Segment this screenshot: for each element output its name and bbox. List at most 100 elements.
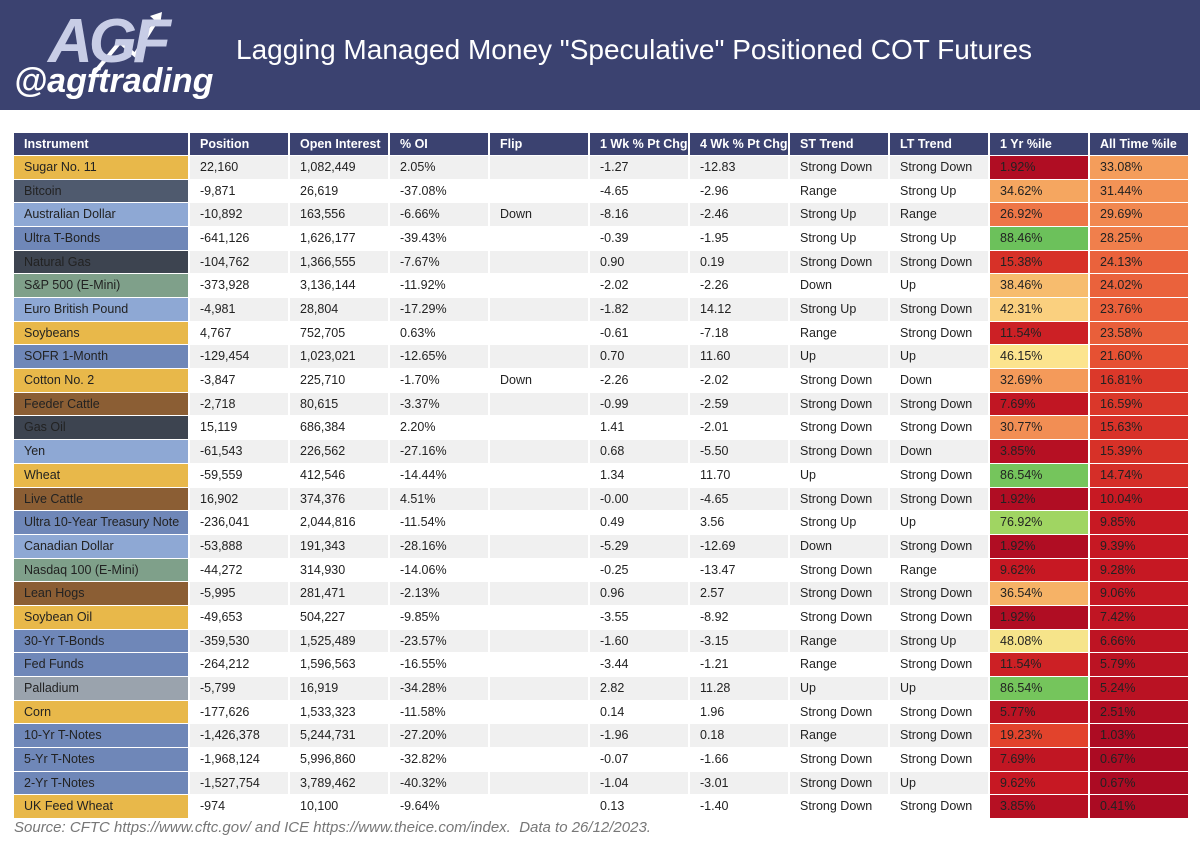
table-cell: 281,471 <box>290 582 388 605</box>
instrument-cell: Ultra 10-Year Treasury Note <box>14 511 188 534</box>
column-header: % OI <box>390 133 488 155</box>
table-cell: 2.82 <box>590 676 688 700</box>
table-cell: 314,930 <box>290 558 388 582</box>
table-cell: 7.42% <box>1090 605 1188 629</box>
table-cell: 16.81% <box>1090 369 1188 392</box>
table-cell: -641,126 <box>190 227 288 250</box>
table-cell: Range <box>790 724 888 747</box>
table-cell: 1.92% <box>990 534 1088 558</box>
table-cell: 1.92% <box>990 156 1088 179</box>
table-cell: Up <box>890 511 988 534</box>
table-cell: 5.79% <box>1090 653 1188 676</box>
table-cell: -2.26 <box>590 369 688 392</box>
table-cell: 3.85% <box>990 440 1088 463</box>
table-cell <box>490 179 588 203</box>
table-cell: Down <box>790 274 888 298</box>
table-cell: Strong Down <box>890 582 988 605</box>
table-cell: -5.50 <box>690 440 788 463</box>
instrument-cell: 10-Yr T-Notes <box>14 724 188 747</box>
instrument-cell: Canadian Dollar <box>14 534 188 558</box>
table-cell: 1.03% <box>1090 724 1188 747</box>
table-cell: -0.00 <box>590 487 688 511</box>
table-cell: Strong Down <box>790 700 888 724</box>
instrument-cell: S&P 500 (E-Mini) <box>14 274 188 298</box>
table-cell: -16.55% <box>390 653 488 676</box>
table-cell <box>490 653 588 676</box>
instrument-cell: 5-Yr T-Notes <box>14 748 188 771</box>
instrument-cell: Sugar No. 11 <box>14 156 188 179</box>
table-cell: -2.02 <box>690 369 788 392</box>
table-cell: 191,343 <box>290 534 388 558</box>
table-cell: Strong Down <box>790 440 888 463</box>
column-header: ST Trend <box>790 133 888 155</box>
table-cell: 11.60 <box>690 345 788 369</box>
table-cell: 48.08% <box>990 629 1088 653</box>
table-cell: 26,619 <box>290 179 388 203</box>
table-cell: 163,556 <box>290 203 388 227</box>
table-cell: -3.15 <box>690 629 788 653</box>
table-cell: 1.34 <box>590 463 688 487</box>
table-cell: Strong Down <box>890 534 988 558</box>
table-cell: -8.16 <box>590 203 688 227</box>
table-cell: -104,762 <box>190 250 288 274</box>
table-cell: -23.57% <box>390 629 488 653</box>
instrument-cell: Feeder Cattle <box>14 392 188 416</box>
logo-mark: AGF <box>48 7 171 76</box>
table-cell: -0.61 <box>590 321 688 345</box>
table-cell: -177,626 <box>190 700 288 724</box>
table-cell <box>490 771 588 795</box>
table-cell: -5,799 <box>190 676 288 700</box>
column-header: 4 Wk % Pt Chg <box>690 133 788 155</box>
table-cell <box>490 511 588 534</box>
column-header: Flip <box>490 133 588 155</box>
table-cell: -59,559 <box>190 463 288 487</box>
table-cell: 9.39% <box>1090 534 1188 558</box>
table-cell: -61,543 <box>190 440 288 463</box>
table-cell: 15.63% <box>1090 416 1188 440</box>
table-cell: -34.28% <box>390 676 488 700</box>
table-cell: Strong Down <box>890 605 988 629</box>
table-cell: Down <box>890 369 988 392</box>
table-cell: Up <box>890 274 988 298</box>
table-cell: -1.04 <box>590 771 688 795</box>
table-cell: 24.02% <box>1090 274 1188 298</box>
table-cell: 26.92% <box>990 203 1088 227</box>
table-cell: -7.67% <box>390 250 488 274</box>
column-header: 1 Yr %ile <box>990 133 1088 155</box>
table-cell: 30.77% <box>990 416 1088 440</box>
table-cell: Strong Up <box>790 227 888 250</box>
table-cell: 11.54% <box>990 653 1088 676</box>
table-cell: 1,596,563 <box>290 653 388 676</box>
table-cell: 1,533,323 <box>290 700 388 724</box>
table-cell: Strong Up <box>790 203 888 227</box>
table-cell: 226,562 <box>290 440 388 463</box>
table-cell <box>490 440 588 463</box>
table-cell: Up <box>790 345 888 369</box>
table-cell: Strong Up <box>890 227 988 250</box>
table-cell: -2.46 <box>690 203 788 227</box>
instrument-cell: Yen <box>14 440 188 463</box>
table-cell: Strong Down <box>790 795 888 819</box>
table-cell: Range <box>790 179 888 203</box>
table-cell: -27.16% <box>390 440 488 463</box>
table-cell: 88.46% <box>990 227 1088 250</box>
table-cell: 0.13 <box>590 795 688 819</box>
table-cell: Strong Down <box>890 250 988 274</box>
instrument-cell: Soybeans <box>14 321 188 345</box>
table-cell: 15.39% <box>1090 440 1188 463</box>
table-cell: -1.40 <box>690 795 788 819</box>
table-cell: -359,530 <box>190 629 288 653</box>
table-cell <box>490 724 588 747</box>
table-cell: -13.47 <box>690 558 788 582</box>
table-cell: 14.74% <box>1090 463 1188 487</box>
instrument-cell: Palladium <box>14 676 188 700</box>
table-cell <box>490 605 588 629</box>
table-cell: 15.38% <box>990 250 1088 274</box>
table-cell: -129,454 <box>190 345 288 369</box>
table-cell: Strong Down <box>790 416 888 440</box>
table-cell: 16.59% <box>1090 392 1188 416</box>
table-cell: -12.69 <box>690 534 788 558</box>
table-cell: 28.25% <box>1090 227 1188 250</box>
table-cell: 0.67% <box>1090 748 1188 771</box>
instrument-cell: UK Feed Wheat <box>14 795 188 819</box>
